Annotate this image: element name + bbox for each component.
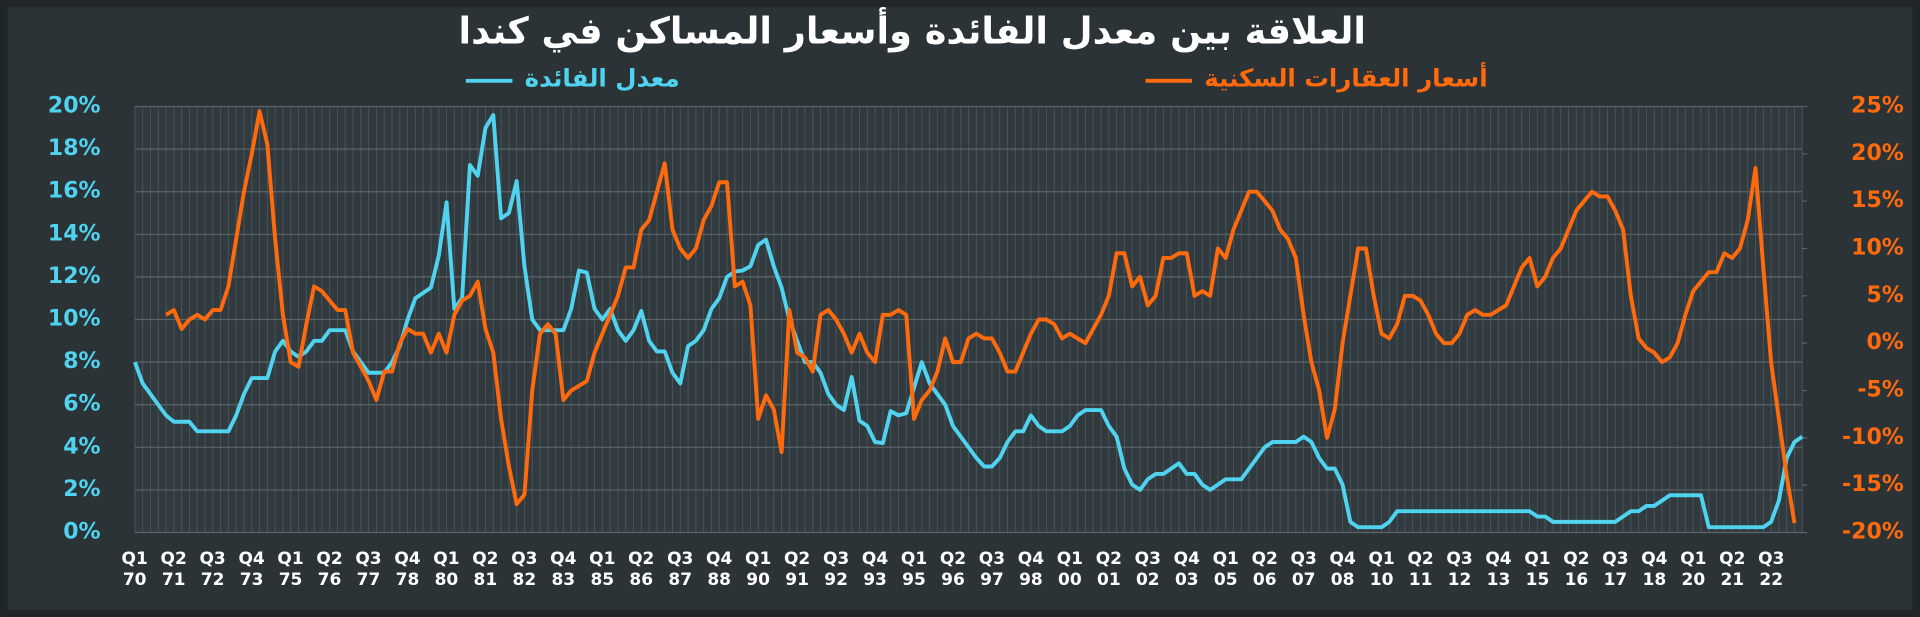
- x-tick-label: Q2 21: [1719, 548, 1746, 590]
- x-tick-label: Q1 85: [589, 548, 616, 590]
- x-tick-label: Q4 08: [1329, 548, 1356, 590]
- x-tick-label: Q2 91: [783, 548, 811, 590]
- x-tick-label: Q3 17: [1602, 548, 1629, 590]
- x-tick-label: Q1 95: [900, 548, 928, 590]
- y2-tick-label: -10%: [1842, 425, 1904, 450]
- x-tick-label: Q2 06: [1251, 548, 1278, 590]
- x-tick-label: Q3 12: [1446, 548, 1473, 590]
- y-tick-label: 12%: [48, 264, 101, 289]
- y-tick-label: 20%: [48, 94, 101, 119]
- x-tick-label: Q2 71: [160, 548, 187, 590]
- x-tick-label: Q1 90: [745, 548, 772, 590]
- x-tick-label: Q4 03: [1173, 548, 1200, 590]
- x-tick-label: Q4 93: [861, 548, 889, 590]
- x-tick-label: Q1 15: [1524, 548, 1551, 590]
- x-tick-label: Q2 11: [1407, 548, 1434, 590]
- y2-tick-label: -15%: [1842, 472, 1904, 497]
- x-tick-label: Q4 13: [1485, 548, 1512, 590]
- chart-title: العلاقة بين معدل الفائدة وأسعار المساكن …: [459, 7, 1366, 53]
- x-tick-label: Q2 81: [472, 548, 499, 590]
- x-tick-label: Q3 92: [822, 548, 850, 590]
- y2-tick-label: 25%: [1851, 94, 1904, 119]
- x-tick-label: Q4 78: [394, 548, 421, 590]
- y2-tick-label: 15%: [1851, 188, 1904, 213]
- x-tick-label: Q1 05: [1212, 548, 1239, 590]
- legend-label: أسعار العقارات السكنية: [1204, 62, 1487, 93]
- y-tick-label: 16%: [48, 179, 101, 204]
- x-tick-label: Q2 86: [628, 548, 655, 590]
- x-tick-label: Q3 77: [355, 548, 382, 590]
- x-tick-label: Q2 16: [1563, 548, 1590, 590]
- y2-tick-label: -20%: [1842, 520, 1904, 545]
- x-tick-label: Q4 98: [1017, 548, 1045, 590]
- x-tick-label: Q1 70: [121, 548, 148, 590]
- y2-tick-label: 5%: [1866, 283, 1903, 308]
- y-tick-label: 8%: [63, 349, 100, 374]
- y-tick-label: 18%: [48, 136, 101, 161]
- x-tick-label: Q3 72: [199, 548, 226, 590]
- x-tick-label: Q3 97: [978, 548, 1006, 590]
- x-tick-label: Q4 73: [238, 548, 265, 590]
- x-tick-label: Q3 22: [1758, 548, 1785, 590]
- x-tick-label: Q2 01: [1095, 548, 1122, 590]
- x-tick-label: Q1 75: [277, 548, 304, 590]
- series-line: [165, 109, 1797, 524]
- x-tick-label: Q1 80: [433, 548, 460, 590]
- x-tick-label: Q4 18: [1641, 548, 1668, 590]
- x-tick-label: Q2 76: [316, 548, 343, 590]
- series-line: [133, 113, 1804, 530]
- x-tick-label: Q2 96: [939, 548, 967, 590]
- x-tick-label: Q3 07: [1290, 548, 1317, 590]
- y-tick-label: 4%: [63, 434, 100, 459]
- y-tick-label: 2%: [63, 477, 100, 502]
- x-tick-label: Q1 00: [1056, 548, 1084, 590]
- y-tick-label: 6%: [63, 392, 100, 417]
- y2-tick-label: 0%: [1866, 330, 1903, 355]
- y2-tick-label: -5%: [1857, 378, 1904, 403]
- x-tick-label: Q4 83: [550, 548, 577, 590]
- x-tick-label: Q3 02: [1134, 548, 1161, 590]
- y2-tick-label: 10%: [1851, 236, 1904, 261]
- y-tick-label: 10%: [48, 307, 101, 332]
- legend-label: معدل الفائدة: [525, 64, 680, 93]
- y2-tick-label: 20%: [1851, 141, 1904, 166]
- x-tick-label: Q4 88: [706, 548, 733, 590]
- x-tick-label: Q1 10: [1368, 548, 1395, 590]
- y-tick-label: 14%: [48, 221, 101, 246]
- x-tick-label: Q3 87: [667, 548, 694, 590]
- y-tick-label: 0%: [63, 520, 100, 545]
- x-tick-label: Q1 20: [1680, 548, 1707, 590]
- x-tick-label: Q3 82: [511, 548, 538, 590]
